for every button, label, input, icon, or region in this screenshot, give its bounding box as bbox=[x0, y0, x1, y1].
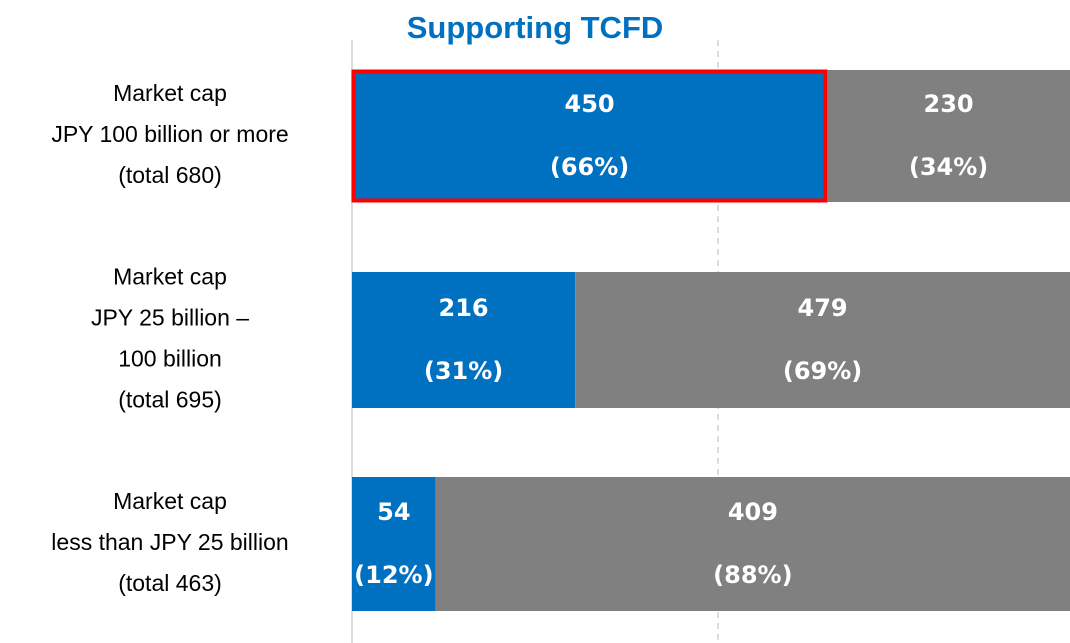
bar-segment bbox=[352, 70, 828, 202]
share-label: (34%) bbox=[909, 153, 988, 181]
value-label: 54 bbox=[377, 498, 410, 526]
bar-segment bbox=[352, 477, 436, 611]
category-label: Market cap bbox=[113, 80, 227, 106]
category-label: JPY 100 billion or more bbox=[51, 121, 288, 147]
value-label: 230 bbox=[924, 90, 974, 118]
share-label: (88%) bbox=[713, 561, 792, 589]
bar-segment bbox=[435, 477, 1070, 611]
bar-segment bbox=[352, 272, 576, 408]
category-label: (total 463) bbox=[118, 570, 222, 596]
value-label: 409 bbox=[728, 498, 778, 526]
category-label: Market cap bbox=[113, 264, 227, 290]
share-label: (69%) bbox=[783, 357, 862, 385]
category-label: less than JPY 25 billion bbox=[51, 529, 288, 555]
category-label: JPY 25 billion – bbox=[91, 305, 249, 331]
share-label: (31%) bbox=[424, 357, 503, 385]
value-label: 479 bbox=[798, 294, 848, 322]
highlight-box bbox=[351, 69, 828, 203]
share-label: (12%) bbox=[354, 561, 433, 589]
value-label: 450 bbox=[565, 90, 615, 118]
bar-segment bbox=[575, 272, 1070, 408]
share-label: (66%) bbox=[550, 153, 629, 181]
category-label: (total 695) bbox=[118, 387, 222, 413]
category-label: 100 billion bbox=[118, 346, 222, 372]
category-label: Market cap bbox=[113, 488, 227, 514]
bar-segment bbox=[827, 70, 1070, 202]
value-label: 216 bbox=[439, 294, 489, 322]
series-header: Supporting TCFD bbox=[407, 10, 664, 45]
bars: Market cap JPY 100 billion or more (total … bbox=[51, 69, 1070, 611]
category-label: (total 680) bbox=[118, 162, 222, 188]
